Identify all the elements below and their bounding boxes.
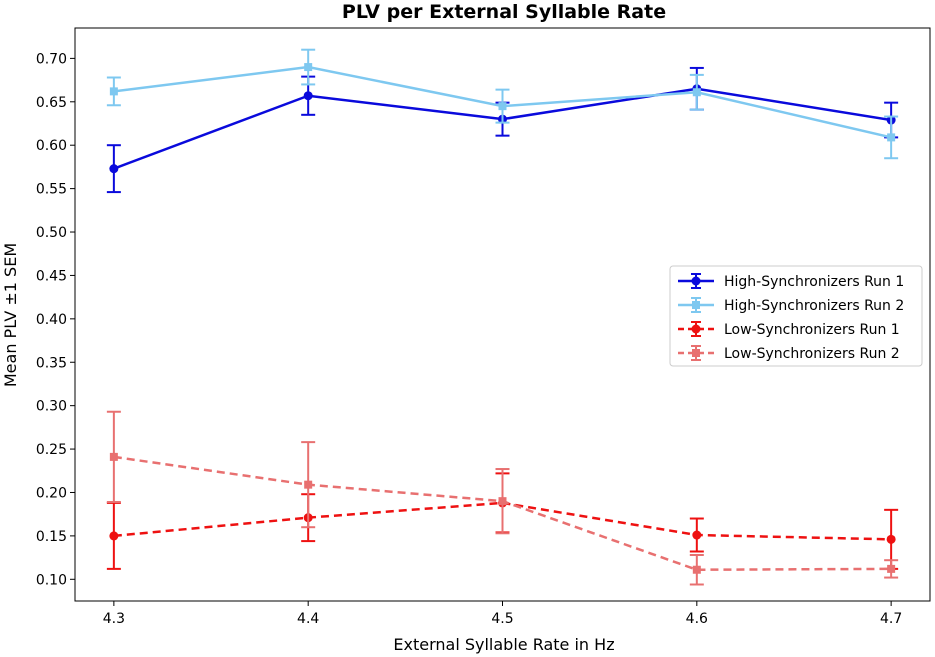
data-point xyxy=(303,91,313,101)
legend-item: Low-Synchronizers Run 2 xyxy=(678,345,900,362)
series-2 xyxy=(106,48,899,160)
legend-marker xyxy=(691,276,701,286)
series-layer xyxy=(106,48,899,586)
data-point xyxy=(692,565,701,574)
y-tick-label: 0.40 xyxy=(36,312,67,328)
y-tick-label: 0.10 xyxy=(36,572,67,588)
data-point xyxy=(498,497,507,506)
x-tick-label: 4.7 xyxy=(880,611,902,627)
y-tick-label: 0.70 xyxy=(36,51,67,67)
y-tick-label: 0.30 xyxy=(36,399,67,415)
data-point xyxy=(887,133,896,142)
legend-label: High-Synchronizers Run 2 xyxy=(724,298,904,314)
data-point xyxy=(692,88,701,97)
legend-item: High-Synchronizers Run 1 xyxy=(678,273,904,290)
x-tick-label: 4.5 xyxy=(491,611,513,627)
data-point xyxy=(886,534,896,544)
y-tick-label: 0.60 xyxy=(36,138,67,154)
legend: High-Synchronizers Run 1 High-Synchronize… xyxy=(669,265,923,367)
chart-title: PLV per External Syllable Rate xyxy=(342,1,666,23)
x-tick-label: 4.3 xyxy=(103,611,125,627)
data-point xyxy=(109,87,118,96)
x-tick-label: 4.6 xyxy=(686,611,708,627)
data-point xyxy=(887,564,896,573)
legend-item: High-Synchronizers Run 2 xyxy=(678,297,904,314)
legend-marker xyxy=(691,324,701,334)
legend-box xyxy=(669,265,923,367)
legend-label: Low-Synchronizers Run 1 xyxy=(724,322,900,338)
data-point xyxy=(498,102,507,111)
series-1 xyxy=(106,66,899,194)
legend-marker xyxy=(692,301,700,309)
y-axis-label: Mean PLV ±1 SEM xyxy=(1,243,20,387)
y-tick-label: 0.25 xyxy=(36,442,67,458)
y-tick-label: 0.50 xyxy=(36,225,67,241)
legend-label: High-Synchronizers Run 1 xyxy=(724,274,904,290)
data-point xyxy=(109,164,119,174)
y-tick-label: 0.55 xyxy=(36,182,67,198)
legend-marker xyxy=(692,349,700,357)
legend-item: Low-Synchronizers Run 1 xyxy=(678,321,900,338)
y-tick-label: 0.20 xyxy=(36,485,67,501)
y-tick-label: 0.35 xyxy=(36,355,67,371)
data-point xyxy=(304,63,313,72)
y-tick-label: 0.65 xyxy=(36,95,67,111)
data-point xyxy=(109,452,118,461)
data-point xyxy=(304,480,313,489)
data-point xyxy=(109,531,119,541)
x-axis-label: External Syllable Rate in Hz xyxy=(393,635,614,654)
data-point xyxy=(692,530,702,540)
series-4 xyxy=(106,410,899,586)
y-tick-label: 0.15 xyxy=(36,529,67,545)
y-tick-label: 0.45 xyxy=(36,268,67,284)
y-axis: 0.10 0.15 0.20 0.25 0.30 0.35 0.40 0.45 0.50 0.55… xyxy=(36,51,75,588)
legend-label: Low-Synchronizers Run 2 xyxy=(724,346,900,362)
x-axis: 4.3 4.4 4.5 4.6 4.7 xyxy=(103,601,902,627)
x-tick-label: 4.4 xyxy=(297,611,319,627)
